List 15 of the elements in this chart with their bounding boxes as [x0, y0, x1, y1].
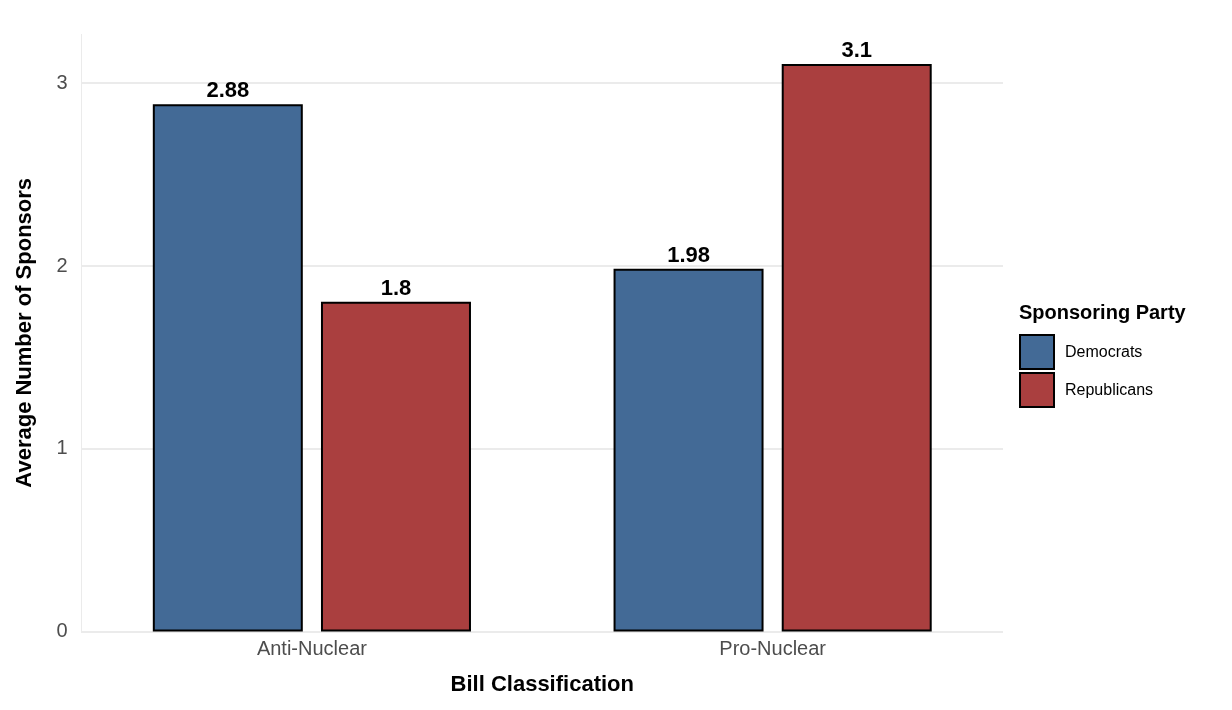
y-tick-label: 1 [56, 436, 68, 459]
legend-title: Sponsoring Party [1019, 300, 1186, 324]
data-label: 1.98 [667, 241, 710, 267]
y-tick-label: 3 [56, 70, 68, 93]
y-axis-title: Average Number of Sponsors [11, 177, 37, 488]
x-tick-label: Pro-Nuclear [719, 637, 827, 660]
data-label: 2.88 [206, 77, 250, 103]
y-tick-label: 0 [56, 619, 68, 642]
data-label: 3.1 [841, 37, 873, 63]
legend-label: Democrats [1065, 342, 1143, 361]
y-tick-label: 2 [56, 253, 68, 276]
x-axis-title: Bill Classification [450, 670, 634, 696]
data-label: 1.8 [380, 274, 412, 300]
legend-label: Republicans [1065, 380, 1154, 399]
x-tick-label: Anti-Nuclear [256, 637, 368, 660]
